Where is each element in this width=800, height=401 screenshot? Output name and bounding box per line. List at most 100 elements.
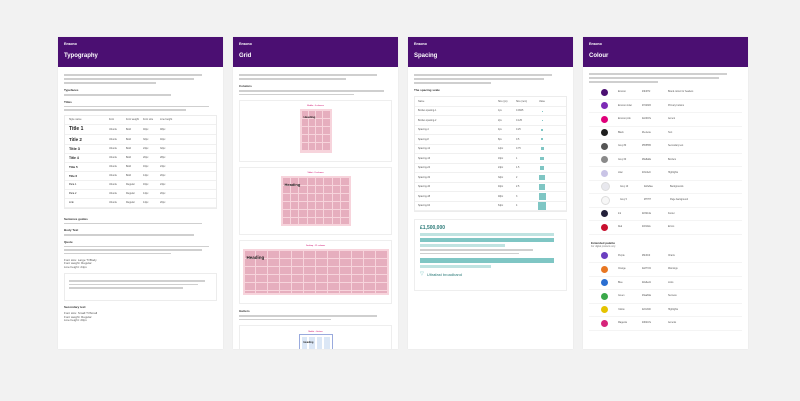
colour-hex: #e0007a <box>642 118 651 121</box>
colour-usage: Highlights <box>668 172 679 175</box>
colour-hex: #e8e8ee <box>644 185 653 188</box>
colour-swatch <box>601 195 610 205</box>
colour-hex: #f7f7f7 <box>644 199 652 202</box>
colour-row: Ensono #4b0f72 Brand colour for headers <box>589 86 742 100</box>
type-scale-table: Style name Font Font weight Font size Li… <box>64 114 217 209</box>
desktop-grid-card: Desktop - 12 columns Heading <box>239 240 392 304</box>
colour-usage: Accents <box>668 322 677 325</box>
colour-header: Ensono Colour <box>583 37 748 67</box>
page-title: Colour <box>589 53 609 59</box>
colour-name: Magenta <box>618 322 627 325</box>
table-row: Spacing-64 64px 4 <box>415 201 566 211</box>
colour-name: Yellow <box>618 308 625 311</box>
colour-usage: Success <box>668 295 677 298</box>
table-row: Spacing-16 16px 1 <box>415 154 566 164</box>
colour-usage: Page background <box>670 199 689 202</box>
section-heading: Quote <box>64 239 73 244</box>
colour-usage: Secondary text <box>668 145 684 148</box>
colour-row: Red #c8102e Errors <box>589 221 742 235</box>
table-row: Spacing-40 40px 2.5 <box>415 183 566 192</box>
colour-row: Grey 80 #555555 Secondary text <box>589 140 742 154</box>
colour-usage: Highlights <box>668 308 679 311</box>
colour-row: Orange #e87722 Warnings <box>589 263 742 277</box>
table-row: Para 2 Ubuntu Regular 14px 20px <box>65 190 216 199</box>
spacing-swatch <box>540 147 544 151</box>
colour-hex: #c8102e <box>642 226 651 229</box>
colour-swatch <box>601 88 608 96</box>
brand-label: Ensono <box>239 42 252 46</box>
colour-usage: Text <box>668 131 673 134</box>
heading-sample: Heading <box>246 255 265 260</box>
colour-swatch <box>601 156 608 164</box>
section-heading: Typefaces <box>64 88 79 92</box>
colour-name: Red <box>618 226 623 229</box>
colour-panel: Ensono Colour Ensono #4b0f72 Brand colour … <box>583 37 748 349</box>
quote-spec: Font size: Large Tr/Body Font weight: Re… <box>64 258 97 269</box>
colour-usage: Errors <box>668 226 675 229</box>
colour-hex: #d6247a <box>642 322 651 325</box>
colour-swatch <box>601 129 608 137</box>
table-row: Title 2 Ubuntu Bold 32px 40px <box>65 135 216 145</box>
colour-name: Ensono violet <box>618 104 632 107</box>
section-heading: Gutters <box>239 309 250 313</box>
colour-swatch <box>601 102 608 110</box>
colour-usage: Charts <box>668 254 675 257</box>
colour-row: Green #3aa84a Success <box>589 290 742 304</box>
colour-name: Ink <box>618 212 622 215</box>
colour-swatch <box>601 182 610 192</box>
colour-row: Grey 60 #8a8a8a Borders <box>589 154 742 167</box>
colour-hex: #e87722 <box>642 268 651 271</box>
page-title: Grid <box>239 53 252 59</box>
colour-swatch <box>601 223 608 231</box>
colour-row: Ink #23213a Footer <box>589 208 742 221</box>
spacing-panel: Ensono Spacing The spacing scale Name Si… <box>408 37 573 349</box>
section-subtext: For digital products only <box>591 245 616 248</box>
colour-swatch <box>601 252 608 260</box>
table-row: Border-spacing-1 1px 0.0625 <box>415 107 566 116</box>
section-heading: Columns <box>239 84 252 88</box>
colour-hex: #2a6ed1 <box>642 281 651 284</box>
colour-row: Yellow #e5c300 Highlights <box>589 304 742 317</box>
wifi-icon: ▽ <box>420 271 424 277</box>
colour-hex: #c9c4e6 <box>642 172 651 175</box>
colour-row: Black #1e1e1e Text <box>589 127 742 140</box>
colour-row: Lilac #c9c4e6 Highlights <box>589 167 742 181</box>
colour-hex: #6b3fc0 <box>642 254 651 257</box>
colour-usage: Borders <box>668 158 677 161</box>
heading-sample: Heading <box>303 115 316 119</box>
extended-palette: Purple #6b3fc0 Charts Orange #e87722 Warnings… <box>589 250 742 331</box>
colour-name: Black <box>618 131 624 134</box>
spacing-swatch <box>540 156 544 160</box>
colour-swatch <box>601 319 608 327</box>
table-row: Spacing-4 4px 0.25 <box>415 126 566 135</box>
colour-hex: #1e1e1e <box>642 131 651 134</box>
colour-row: Blue #2a6ed1 Links <box>589 277 742 290</box>
colour-hex: #3aa84a <box>642 295 651 298</box>
spacing-swatch <box>541 129 543 131</box>
colour-swatch <box>601 142 608 150</box>
table-row: Spacing-48 48px 3 <box>415 192 566 202</box>
section-heading: Secondary text <box>64 305 86 310</box>
colour-hex: #e5c300 <box>642 308 651 311</box>
gutters-grid: Mobile - Gutters Heading <box>298 331 333 349</box>
spacing-swatch <box>539 174 545 180</box>
colour-swatch <box>601 279 608 287</box>
table-header: Style name Font Font weight Font size Li… <box>65 116 216 125</box>
heading-sample: Heading <box>284 182 301 187</box>
colour-hex: #23213a <box>642 212 651 215</box>
colour-swatch <box>601 292 608 300</box>
table-row: Spacing-32 32px 2 <box>415 173 566 183</box>
colour-row: Magenta #d6247a Accents <box>589 317 742 331</box>
table-row: Spacing-8 8px 0.5 <box>415 135 566 145</box>
colour-usage: Footer <box>668 212 675 215</box>
colour-name: Blue <box>618 281 623 284</box>
table-row: Link Ubuntu Regular 14px 20px <box>65 199 216 208</box>
brand-label: Ensono <box>414 42 427 46</box>
intro-text <box>64 74 202 76</box>
section-heading: Body Text <box>64 228 79 232</box>
spacing-swatch <box>541 138 543 141</box>
colour-name: Orange <box>618 268 626 271</box>
spacing-swatch <box>541 110 543 111</box>
spacing-swatch <box>538 201 546 210</box>
spacing-swatch <box>538 192 546 200</box>
